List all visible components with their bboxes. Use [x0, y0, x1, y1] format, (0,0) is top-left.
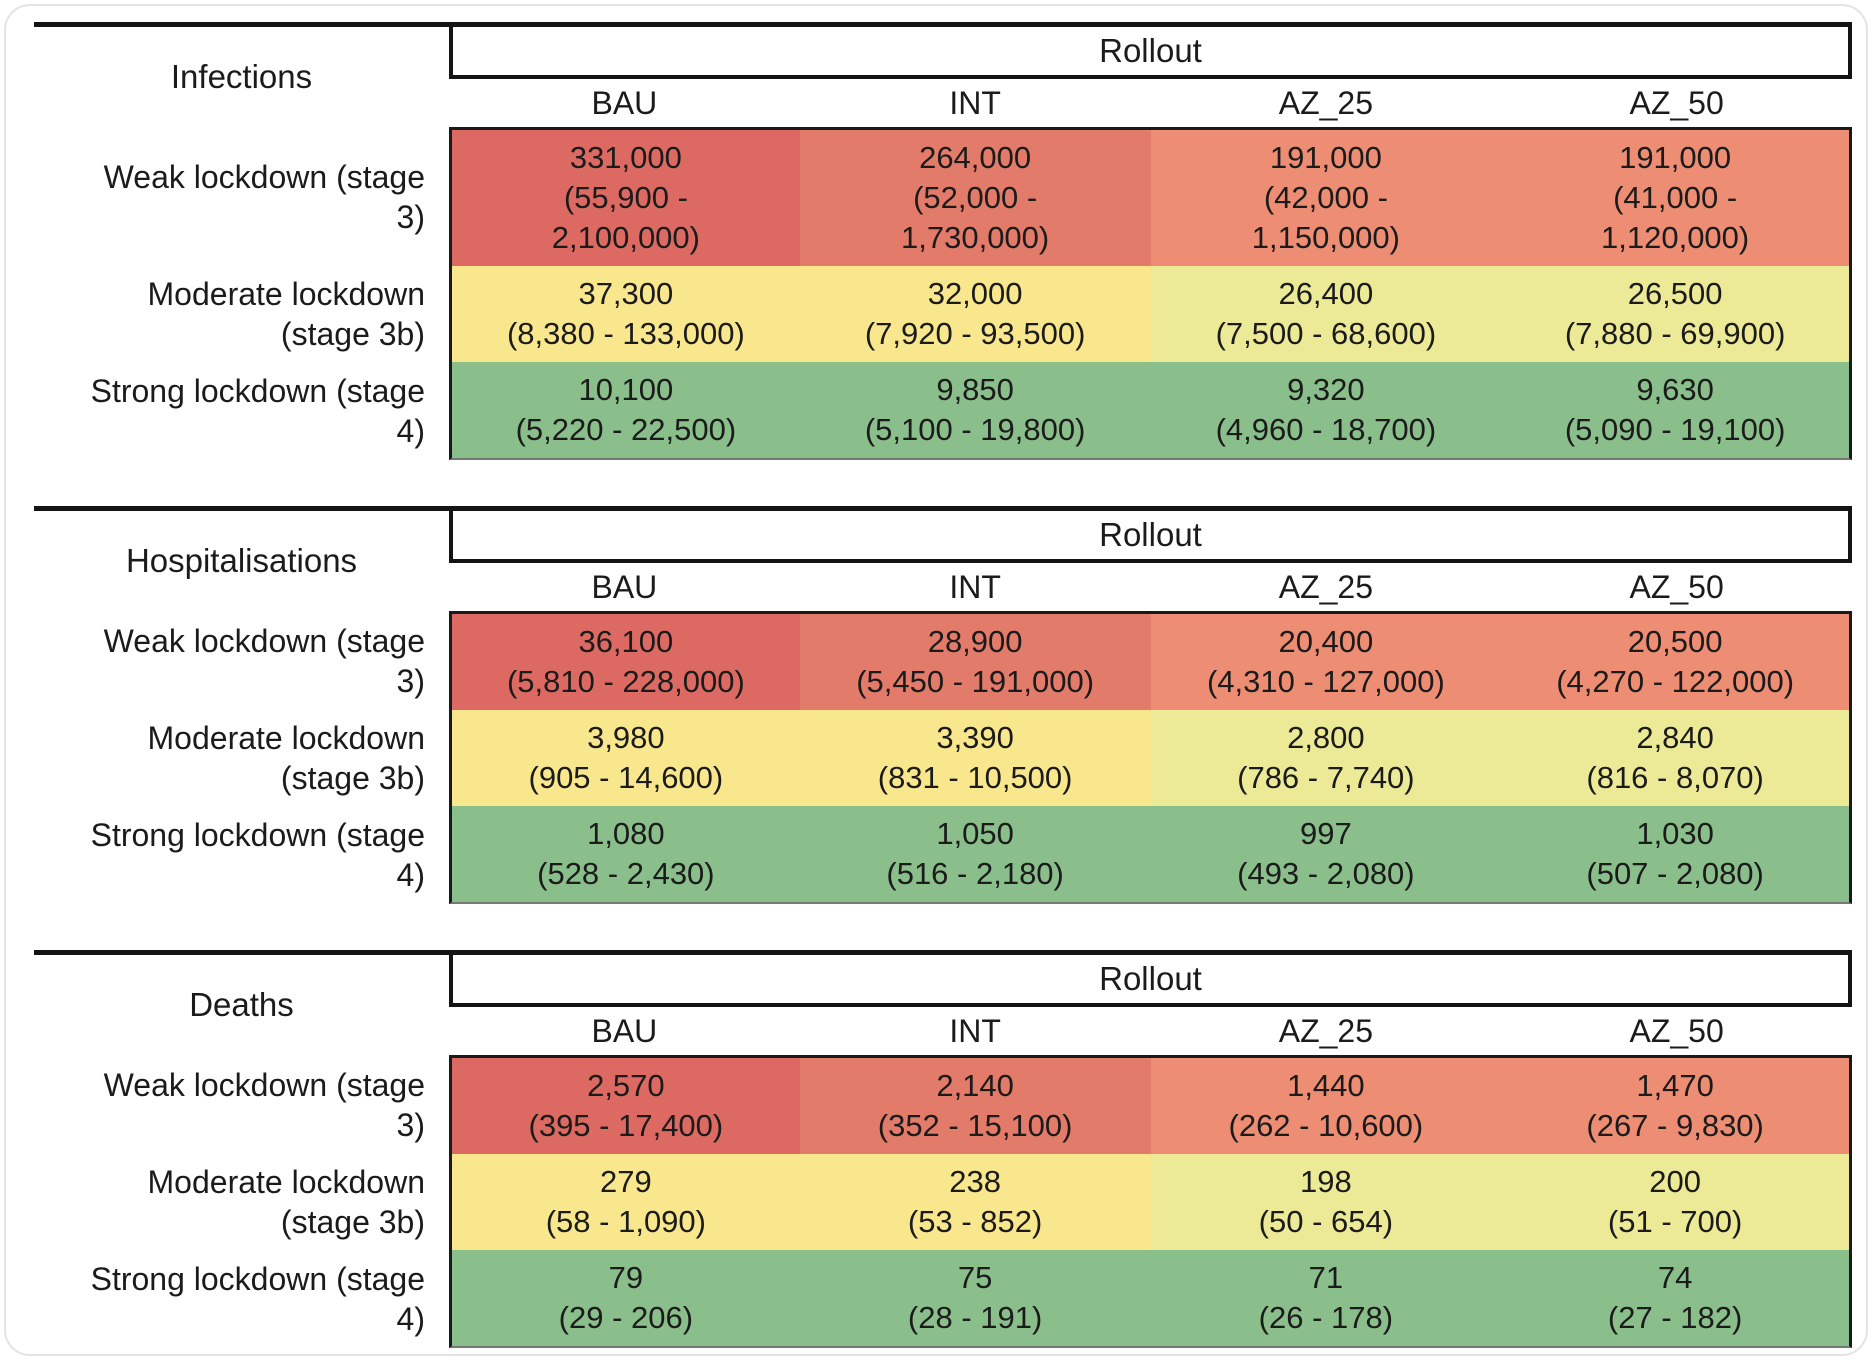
- table-title: Hospitalisations: [125, 542, 358, 579]
- value-cell: 264,000 (52,000 - 1,730,000): [799, 127, 1151, 266]
- value-cell: 74 (27 - 182): [1501, 1250, 1852, 1348]
- figure-card: Infections Rollout BAU INT AZ_25 AZ_50 Weak lo…: [4, 4, 1868, 1356]
- value-cell: 28,900 (5,450 - 191,000): [799, 611, 1151, 710]
- value-cell: 331,000 (55,900 - 2,100,000): [449, 127, 800, 266]
- row-label: Weak lockdown (stage 3): [103, 622, 425, 699]
- value-cell: 1,050 (516 - 2,180): [799, 806, 1151, 904]
- value-cell: 2,570 (395 - 17,400): [449, 1055, 800, 1154]
- column-header-bau: BAU: [591, 568, 658, 605]
- value-cell: 1,030 (507 - 2,080): [1501, 806, 1852, 904]
- value-cell: 191,000 (42,000 - 1,150,000): [1150, 127, 1502, 266]
- group-header-rollout: Rollout: [449, 955, 1852, 1007]
- value-cell: 36,100 (5,810 - 228,000): [449, 611, 800, 710]
- value-cell: 9,630 (5,090 - 19,100): [1501, 362, 1852, 460]
- value-cell: 32,000 (7,920 - 93,500): [799, 266, 1151, 362]
- value-cell: 198 (50 - 654): [1150, 1154, 1502, 1250]
- row-label: Strong lockdown (stage 4): [90, 1261, 425, 1337]
- group-header-rollout: Rollout: [449, 27, 1852, 79]
- row-label: Weak lockdown (stage 3): [103, 158, 425, 235]
- value-cell: 37,300 (8,380 - 133,000): [449, 266, 800, 362]
- value-cell: 20,500 (4,270 - 122,000): [1501, 611, 1852, 710]
- value-cell: 26,500 (7,880 - 69,900): [1501, 266, 1852, 362]
- table-title: Deaths: [189, 986, 294, 1023]
- value-cell: 26,400 (7,500 - 68,600): [1150, 266, 1502, 362]
- value-cell: 75 (28 - 191): [799, 1250, 1151, 1348]
- group-header-rollout: Rollout: [449, 511, 1852, 563]
- column-header-az_50: AZ_50: [1629, 568, 1724, 605]
- row-label: Moderate lockdown (stage 3b): [147, 276, 425, 352]
- column-header-az_50: AZ_50: [1629, 84, 1724, 121]
- table-deaths: Deaths Rollout BAU INT AZ_25 AZ_50 Weak lockdo…: [34, 950, 1852, 1348]
- value-cell: 9,850 (5,100 - 19,800): [799, 362, 1151, 460]
- column-header-az_50: AZ_50: [1629, 1012, 1724, 1049]
- value-cell: 10,100 (5,220 - 22,500): [449, 362, 800, 460]
- column-header-int: INT: [949, 1012, 1001, 1049]
- column-header-bau: BAU: [591, 84, 658, 121]
- value-cell: 279 (58 - 1,090): [449, 1154, 800, 1250]
- value-cell: 3,390 (831 - 10,500): [799, 710, 1151, 806]
- column-header-int: INT: [949, 568, 1001, 605]
- value-cell: 3,980 (905 - 14,600): [449, 710, 800, 806]
- value-cell: 9,320 (4,960 - 18,700): [1150, 362, 1502, 460]
- value-cell: 1,440 (262 - 10,600): [1150, 1055, 1502, 1154]
- table-title: Infections: [170, 58, 313, 95]
- row-label: Strong lockdown (stage 4): [90, 373, 425, 449]
- value-cell: 1,470 (267 - 9,830): [1501, 1055, 1852, 1154]
- column-header-az_25: AZ_25: [1278, 1012, 1374, 1049]
- value-cell: 997 (493 - 2,080): [1150, 806, 1502, 904]
- value-cell: 238 (53 - 852): [799, 1154, 1151, 1250]
- column-header-bau: BAU: [591, 1012, 658, 1049]
- value-cell: 191,000 (41,000 - 1,120,000): [1501, 127, 1852, 266]
- value-cell: 200 (51 - 700): [1501, 1154, 1852, 1250]
- value-cell: 20,400 (4,310 - 127,000): [1150, 611, 1502, 710]
- value-cell: 1,080 (528 - 2,430): [449, 806, 800, 904]
- row-label: Weak lockdown (stage 3): [103, 1066, 425, 1143]
- value-cell: 2,840 (816 - 8,070): [1501, 710, 1852, 806]
- table-hospitalisations: Hospitalisations Rollout BAU INT AZ_25 AZ_50 W…: [34, 506, 1852, 904]
- table-infections: Infections Rollout BAU INT AZ_25 AZ_50 Weak lo…: [34, 22, 1852, 460]
- value-cell: 2,800 (786 - 7,740): [1150, 710, 1502, 806]
- column-header-az_25: AZ_25: [1278, 568, 1374, 605]
- column-header-int: INT: [949, 84, 1001, 121]
- row-label: Moderate lockdown (stage 3b): [147, 1164, 425, 1240]
- value-cell: 2,140 (352 - 15,100): [799, 1055, 1151, 1154]
- value-cell: 79 (29 - 206): [449, 1250, 800, 1348]
- column-header-az_25: AZ_25: [1278, 84, 1374, 121]
- row-label: Strong lockdown (stage 4): [90, 817, 425, 893]
- value-cell: 71 (26 - 178): [1150, 1250, 1502, 1348]
- figure: Infections Rollout BAU INT AZ_25 AZ_50 Weak lo…: [34, 22, 1852, 1348]
- row-label: Moderate lockdown (stage 3b): [147, 720, 425, 796]
